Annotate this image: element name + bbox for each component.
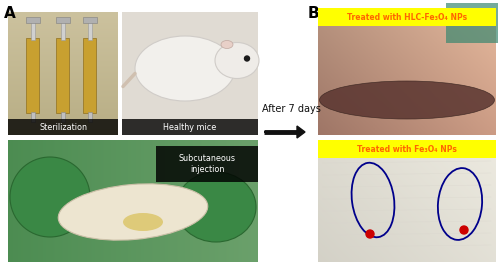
Bar [318, 8, 496, 26]
FancyArrow shape [264, 126, 305, 138]
Ellipse shape [123, 213, 163, 231]
Ellipse shape [221, 40, 233, 49]
Bar [8, 119, 118, 135]
Bar [26, 17, 40, 23]
Ellipse shape [215, 42, 259, 79]
Ellipse shape [135, 36, 235, 101]
Circle shape [366, 230, 374, 238]
Circle shape [244, 56, 250, 61]
Ellipse shape [10, 157, 90, 237]
Bar [56, 17, 70, 23]
Bar [83, 38, 96, 113]
Ellipse shape [58, 184, 208, 240]
Ellipse shape [176, 172, 256, 242]
Bar [61, 20, 65, 40]
Text: After 7 days: After 7 days [262, 104, 321, 114]
Bar [156, 146, 258, 182]
Bar [446, 3, 498, 43]
Bar [61, 112, 65, 122]
Bar [88, 20, 92, 40]
Text: Sterilization: Sterilization [39, 123, 87, 131]
Bar [56, 38, 69, 113]
Bar [318, 140, 496, 158]
Text: Treated with HLC-Fe₃O₄ NPs: Treated with HLC-Fe₃O₄ NPs [347, 12, 467, 22]
Text: B: B [308, 6, 320, 21]
Text: Healthy mice: Healthy mice [164, 123, 216, 131]
Bar [31, 20, 35, 40]
Ellipse shape [320, 81, 494, 119]
Text: A: A [4, 6, 16, 21]
Bar [31, 112, 35, 122]
Bar [88, 112, 92, 122]
Text: Subcutaneous
injection: Subcutaneous injection [178, 154, 236, 174]
Bar [122, 119, 258, 135]
Text: Treated with Fe₃O₄ NPs: Treated with Fe₃O₄ NPs [357, 144, 457, 154]
Bar [26, 38, 39, 113]
Bar [83, 17, 97, 23]
Circle shape [460, 226, 468, 234]
